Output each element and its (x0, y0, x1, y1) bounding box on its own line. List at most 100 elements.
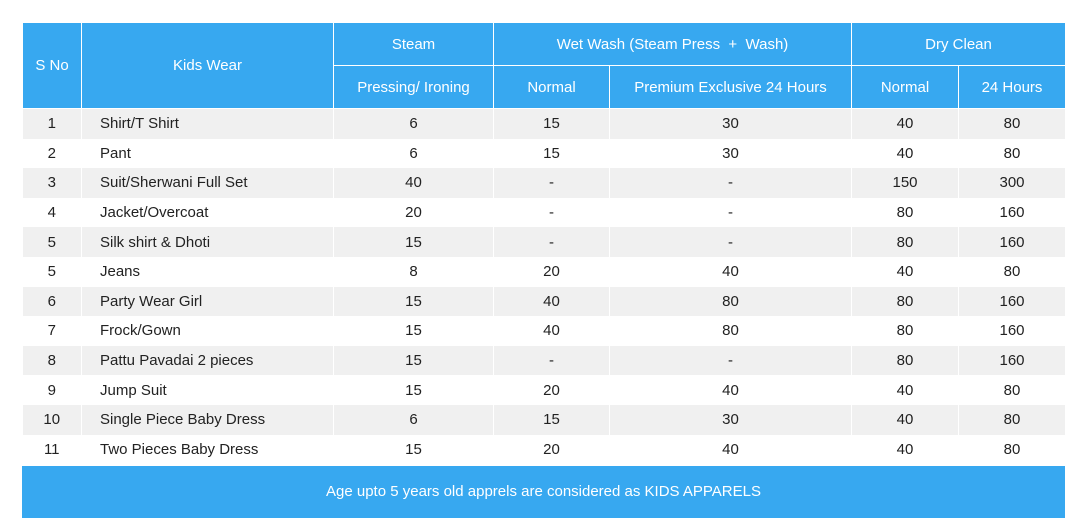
cell-pressing: 15 (333, 434, 494, 465)
cell-dry-clean-normal: 80 (851, 227, 959, 257)
cell-item: Party Wear Girl (81, 286, 334, 317)
cell-dry-clean-24-hours: 80 (958, 434, 1066, 465)
header-pressing-ironing: Pressing/ Ironing (333, 65, 494, 109)
header-wet-wash-premium: Premium Exclusive 24 Hours (609, 65, 852, 109)
footer-note: Age upto 5 years old apprels are conside… (22, 466, 1065, 519)
cell-wet-wash-normal: 20 (493, 256, 610, 287)
cell-wet-wash-premium: 30 (609, 108, 852, 139)
cell-wet-wash-premium: - (609, 345, 852, 376)
table-row: 5 Jeans 8 20 40 40 80 (22, 256, 1066, 287)
table-row: 7 Frock/Gown 15 40 80 80 160 (22, 316, 1066, 346)
cell-pressing: 40 (333, 168, 494, 198)
table-row: 10 Single Piece Baby Dress 6 15 30 40 80 (22, 404, 1066, 435)
cell-wet-wash-normal: 20 (493, 375, 610, 405)
cell-dry-clean-24-hours: 160 (958, 345, 1066, 376)
cell-wet-wash-premium: 80 (609, 316, 852, 346)
price-table-container: S No Kids Wear Steam Wet Wash (Steam Pre… (22, 22, 1066, 519)
cell-wet-wash-normal: - (493, 197, 610, 228)
cell-dry-clean-24-hours: 160 (958, 197, 1066, 228)
table-row: 4 Jacket/Overcoat 20- -80 160 (22, 197, 1066, 228)
cell-pressing: 15 (333, 227, 494, 257)
cell-pressing: 8 (333, 256, 494, 287)
table-row: 3 Suit/Sherwani Full Set 40- -150 300 (22, 168, 1066, 198)
cell-dry-clean-24-hours: 80 (958, 404, 1066, 435)
cell-dry-clean-24-hours: 80 (958, 138, 1066, 169)
cell-dry-clean-24-hours: 80 (958, 108, 1066, 139)
cell-wet-wash-normal: 20 (493, 434, 610, 465)
table-row: 11 Two Pieces Baby Dress 15 20 40 40 80 (22, 434, 1066, 465)
cell-wet-wash-normal: - (493, 227, 610, 257)
table-row: 9 Jump Suit 15 20 40 40 80 (22, 375, 1066, 405)
cell-sno: 5 (22, 256, 82, 287)
cell-wet-wash-premium: 40 (609, 434, 852, 465)
cell-item: Silk shirt & Dhoti (81, 227, 334, 257)
cell-sno: 1 (22, 108, 82, 139)
cell-wet-wash-premium: - (609, 168, 852, 198)
cell-pressing: 6 (333, 138, 494, 169)
cell-dry-clean-normal: 40 (851, 256, 959, 287)
cell-sno: 8 (22, 345, 82, 376)
cell-dry-clean-normal: 40 (851, 404, 959, 435)
cell-sno: 10 (22, 404, 82, 435)
cell-wet-wash-premium: 30 (609, 404, 852, 435)
cell-sno: 2 (22, 138, 82, 169)
cell-pressing: 15 (333, 345, 494, 376)
cell-wet-wash-normal: 40 (493, 316, 610, 346)
header-dry-clean-24-hours: 24 Hours (958, 65, 1066, 109)
header-sno: S No (22, 22, 82, 109)
cell-item: Pant (81, 138, 334, 169)
cell-dry-clean-normal: 40 (851, 138, 959, 169)
cell-wet-wash-normal: 15 (493, 108, 610, 139)
table-row: 2 Pant 6 15 30 40 80 (22, 138, 1066, 169)
cell-wet-wash-premium: 40 (609, 256, 852, 287)
cell-wet-wash-normal: 15 (493, 404, 610, 435)
cell-item: Single Piece Baby Dress (81, 404, 334, 435)
cell-dry-clean-normal: 80 (851, 316, 959, 346)
cell-item: Jeans (81, 256, 334, 287)
header-dry-clean: Dry Clean (851, 22, 1066, 66)
cell-item: Frock/Gown (81, 316, 334, 346)
table-row: 1 Shirt/T Shirt 6 15 30 40 80 (22, 108, 1066, 139)
cell-pressing: 15 (333, 316, 494, 346)
cell-sno: 4 (22, 197, 82, 228)
cell-dry-clean-normal: 80 (851, 345, 959, 376)
cell-item: Pattu Pavadai 2 pieces (81, 345, 334, 376)
cell-pressing: 6 (333, 404, 494, 435)
header-steam: Steam (333, 22, 494, 66)
price-table-body: 1 Shirt/T Shirt 6 15 30 40 80 2 Pant 6 15 30 40 80 3 Su… (22, 108, 1066, 465)
cell-dry-clean-24-hours: 160 (958, 227, 1066, 257)
cell-wet-wash-premium: 80 (609, 286, 852, 317)
cell-item: Suit/Sherwani Full Set (81, 168, 334, 198)
header-wet-wash: Wet Wash (Steam Press + Wash) (493, 22, 852, 66)
cell-sno: 7 (22, 316, 82, 346)
cell-dry-clean-24-hours: 160 (958, 286, 1066, 317)
cell-wet-wash-premium: - (609, 227, 852, 257)
header-dry-clean-normal: Normal (851, 65, 959, 109)
cell-dry-clean-normal: 150 (851, 168, 959, 198)
cell-pressing: 15 (333, 375, 494, 405)
cell-dry-clean-normal: 40 (851, 108, 959, 139)
cell-pressing: 6 (333, 108, 494, 139)
cell-sno: 11 (22, 434, 82, 465)
header-wet-wash-normal: Normal (493, 65, 610, 109)
table-row: 8 Pattu Pavadai 2 pieces 15- -80 160 (22, 345, 1066, 376)
cell-dry-clean-24-hours: 80 (958, 256, 1066, 287)
cell-sno: 9 (22, 375, 82, 405)
cell-item: Two Pieces Baby Dress (81, 434, 334, 465)
cell-sno: 6 (22, 286, 82, 317)
cell-dry-clean-normal: 80 (851, 286, 959, 317)
cell-dry-clean-24-hours: 300 (958, 168, 1066, 198)
cell-pressing: 20 (333, 197, 494, 228)
cell-wet-wash-normal: - (493, 345, 610, 376)
cell-dry-clean-24-hours: 80 (958, 375, 1066, 405)
table-row: 6 Party Wear Girl 15 40 80 80 160 (22, 286, 1066, 317)
cell-dry-clean-normal: 40 (851, 434, 959, 465)
cell-pressing: 15 (333, 286, 494, 317)
table-row: 5 Silk shirt & Dhoti 15- -80 160 (22, 227, 1066, 257)
kids-wear-price-table: S No Kids Wear Steam Wet Wash (Steam Pre… (22, 22, 1066, 465)
header-kids-wear: Kids Wear (81, 22, 334, 109)
cell-item: Jump Suit (81, 375, 334, 405)
cell-wet-wash-premium: 40 (609, 375, 852, 405)
cell-wet-wash-normal: - (493, 168, 610, 198)
cell-wet-wash-premium: 30 (609, 138, 852, 169)
